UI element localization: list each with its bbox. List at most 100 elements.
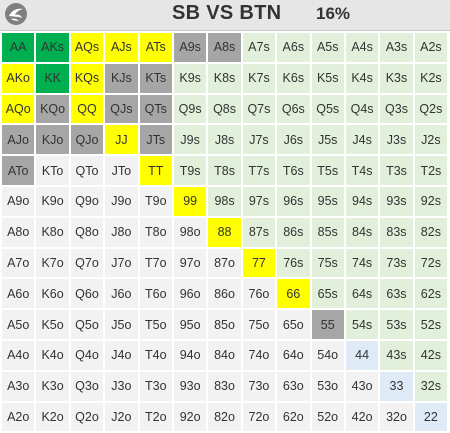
hand-cell-A3s[interactable]: A3s bbox=[379, 32, 414, 63]
hand-cell-98s[interactable]: 98s bbox=[207, 185, 242, 217]
hand-cell-Q4s[interactable]: Q4s bbox=[344, 93, 380, 125]
hand-cell-T7s[interactable]: T7s bbox=[241, 155, 277, 186]
hand-cell-75s[interactable]: 75s bbox=[310, 247, 345, 279]
hand-cell-Q2s[interactable]: Q2s bbox=[413, 93, 449, 125]
hand-cell-62s[interactable]: 62s bbox=[413, 278, 449, 310]
hand-cell-AQs[interactable]: AQs bbox=[69, 32, 105, 63]
hand-cell-J3s[interactable]: J3s bbox=[379, 124, 414, 156]
hand-cell-64o[interactable]: 64o bbox=[276, 339, 311, 371]
hand-cell-ATs[interactable]: ATs bbox=[138, 32, 173, 63]
hand-cell-J6s[interactable]: J6s bbox=[276, 124, 311, 156]
hand-cell-72s[interactable]: 72s bbox=[413, 247, 449, 279]
hand-cell-75o[interactable]: 75o bbox=[241, 309, 277, 340]
hand-cell-Q8o[interactable]: Q8o bbox=[69, 216, 105, 248]
hand-cell-82s[interactable]: 82s bbox=[413, 216, 449, 248]
hand-cell-K7s[interactable]: K7s bbox=[241, 62, 277, 94]
hand-cell-A6s[interactable]: A6s bbox=[276, 32, 311, 63]
hand-cell-64s[interactable]: 64s bbox=[344, 278, 380, 310]
hand-cell-KJo[interactable]: KJo bbox=[35, 124, 70, 156]
hand-cell-JTo[interactable]: JTo bbox=[104, 155, 139, 186]
hand-cell-JJ[interactable]: JJ bbox=[104, 124, 139, 156]
hand-cell-53o[interactable]: 53o bbox=[310, 370, 345, 402]
hand-cell-K3o[interactable]: K3o bbox=[35, 370, 70, 402]
hand-cell-QJo[interactable]: QJo bbox=[69, 124, 105, 156]
hand-cell-J8s[interactable]: J8s bbox=[207, 124, 242, 156]
hand-cell-ATo[interactable]: ATo bbox=[1, 155, 36, 186]
hand-cell-A9s[interactable]: A9s bbox=[172, 32, 208, 63]
hand-cell-83o[interactable]: 83o bbox=[207, 370, 242, 402]
hand-cell-43o[interactable]: 43o bbox=[344, 370, 380, 402]
hand-cell-54o[interactable]: 54o bbox=[310, 339, 345, 371]
hand-cell-43s[interactable]: 43s bbox=[379, 339, 414, 371]
hand-cell-84o[interactable]: 84o bbox=[207, 339, 242, 371]
hand-cell-53s[interactable]: 53s bbox=[379, 309, 414, 340]
hand-cell-AJo[interactable]: AJo bbox=[1, 124, 36, 156]
hand-cell-K9o[interactable]: K9o bbox=[35, 185, 70, 217]
hand-cell-A4o[interactable]: A4o bbox=[1, 339, 36, 371]
hand-cell-TT[interactable]: TT bbox=[138, 155, 173, 186]
hand-cell-32s[interactable]: 32s bbox=[413, 370, 449, 402]
hand-cell-J5o[interactable]: J5o bbox=[104, 309, 139, 340]
hand-cell-97s[interactable]: 97s bbox=[241, 185, 277, 217]
hand-cell-76s[interactable]: 76s bbox=[276, 247, 311, 279]
hand-cell-K4o[interactable]: K4o bbox=[35, 339, 70, 371]
hand-cell-T3s[interactable]: T3s bbox=[379, 155, 414, 186]
hand-cell-KTs[interactable]: KTs bbox=[138, 62, 173, 94]
hand-cell-K7o[interactable]: K7o bbox=[35, 247, 70, 279]
hand-cell-93o[interactable]: 93o bbox=[172, 370, 208, 402]
hand-cell-K2o[interactable]: K2o bbox=[35, 401, 70, 433]
hand-cell-62o[interactable]: 62o bbox=[276, 401, 311, 433]
hand-cell-A6o[interactable]: A6o bbox=[1, 278, 36, 310]
hand-cell-72o[interactable]: 72o bbox=[241, 401, 277, 433]
hand-cell-J8o[interactable]: J8o bbox=[104, 216, 139, 248]
hand-cell-73s[interactable]: 73s bbox=[379, 247, 414, 279]
hand-cell-AQo[interactable]: AQo bbox=[1, 93, 36, 125]
hand-cell-K2s[interactable]: K2s bbox=[413, 62, 449, 94]
hand-cell-A8o[interactable]: A8o bbox=[1, 216, 36, 248]
hand-cell-T6s[interactable]: T6s bbox=[276, 155, 311, 186]
hand-cell-T5o[interactable]: T5o bbox=[138, 309, 173, 340]
hand-cell-Q7o[interactable]: Q7o bbox=[69, 247, 105, 279]
hand-cell-A3o[interactable]: A3o bbox=[1, 370, 36, 402]
hand-cell-AA[interactable]: AA bbox=[1, 32, 36, 63]
hand-cell-Q9o[interactable]: Q9o bbox=[69, 185, 105, 217]
hand-cell-A7s[interactable]: A7s bbox=[241, 32, 277, 63]
hand-cell-J9o[interactable]: J9o bbox=[104, 185, 139, 217]
hand-cell-J3o[interactable]: J3o bbox=[104, 370, 139, 402]
hand-cell-K6o[interactable]: K6o bbox=[35, 278, 70, 310]
hand-cell-KJs[interactable]: KJs bbox=[104, 62, 139, 94]
hand-cell-K8s[interactable]: K8s bbox=[207, 62, 242, 94]
hand-cell-85o[interactable]: 85o bbox=[207, 309, 242, 340]
hand-cell-74s[interactable]: 74s bbox=[344, 247, 380, 279]
hand-cell-66[interactable]: 66 bbox=[276, 278, 311, 310]
hand-cell-QTs[interactable]: QTs bbox=[138, 93, 173, 125]
hand-cell-J7o[interactable]: J7o bbox=[104, 247, 139, 279]
hand-cell-K3s[interactable]: K3s bbox=[379, 62, 414, 94]
hand-cell-76o[interactable]: 76o bbox=[241, 278, 277, 310]
hand-cell-52s[interactable]: 52s bbox=[413, 309, 449, 340]
hand-cell-J2s[interactable]: J2s bbox=[413, 124, 449, 156]
hand-cell-Q3o[interactable]: Q3o bbox=[69, 370, 105, 402]
hand-cell-KK[interactable]: KK bbox=[35, 62, 70, 94]
hand-cell-86o[interactable]: 86o bbox=[207, 278, 242, 310]
hand-cell-T5s[interactable]: T5s bbox=[310, 155, 345, 186]
hand-cell-95s[interactable]: 95s bbox=[310, 185, 345, 217]
hand-cell-55[interactable]: 55 bbox=[310, 309, 345, 340]
hand-cell-KQs[interactable]: KQs bbox=[69, 62, 105, 94]
hand-cell-T9o[interactable]: T9o bbox=[138, 185, 173, 217]
hand-cell-J4s[interactable]: J4s bbox=[344, 124, 380, 156]
hand-cell-87o[interactable]: 87o bbox=[207, 247, 242, 279]
hand-cell-32o[interactable]: 32o bbox=[379, 401, 414, 433]
hand-cell-AJs[interactable]: AJs bbox=[104, 32, 139, 63]
hand-cell-65s[interactable]: 65s bbox=[310, 278, 345, 310]
hand-cell-94o[interactable]: 94o bbox=[172, 339, 208, 371]
hand-cell-J5s[interactable]: J5s bbox=[310, 124, 345, 156]
hand-cell-T9s[interactable]: T9s bbox=[172, 155, 208, 186]
hand-cell-44[interactable]: 44 bbox=[344, 339, 380, 371]
hand-cell-K9s[interactable]: K9s bbox=[172, 62, 208, 94]
hand-cell-KQo[interactable]: KQo bbox=[35, 93, 70, 125]
hand-cell-92s[interactable]: 92s bbox=[413, 185, 449, 217]
hand-cell-A7o[interactable]: A7o bbox=[1, 247, 36, 279]
hand-cell-QTo[interactable]: QTo bbox=[69, 155, 105, 186]
hand-cell-33[interactable]: 33 bbox=[379, 370, 414, 402]
